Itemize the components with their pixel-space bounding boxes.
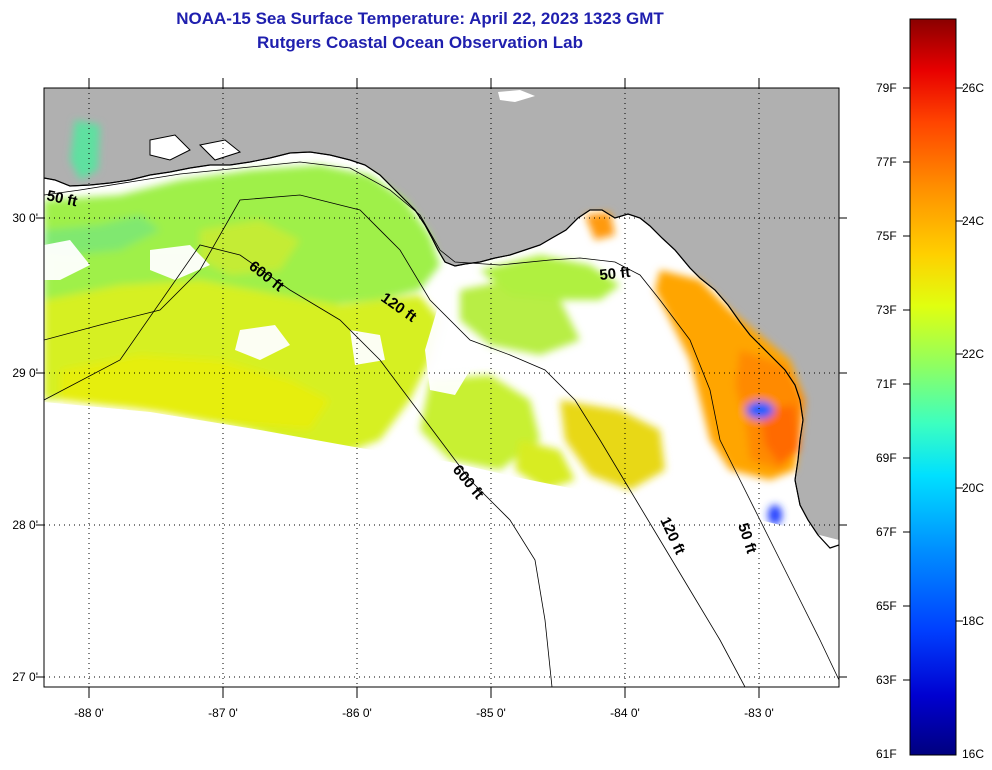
isobath-lines [44,161,839,687]
lon-label-84: -84 0' [610,706,640,720]
lon-label-86: -86 0' [342,706,372,720]
lon-label-87: -87 0' [208,706,238,720]
isobath-label-50ft-east: 50 ft [599,264,631,284]
colorbar-label-18c: 18C [962,614,985,628]
colorbar-label-22c: 22C [962,347,985,361]
lat-label-29: 29 0' [12,366,38,380]
lake [498,90,535,102]
colorbar-label-73f: 73F [876,303,897,317]
colorbar-label-79f: 79F [876,81,897,95]
colorbar-label-69f: 69F [876,451,897,465]
colorbar [909,18,957,756]
map-border [43,87,840,688]
colorbar-label-20c: 20C [962,481,985,495]
bay [149,134,191,161]
no-data-region [44,402,839,687]
colorbar-label-67f: 67F [876,525,897,539]
colorbar-label-61f: 61F [876,747,897,761]
colorbar-label-24c: 24C [962,214,985,228]
map-title: NOAA-15 Sea Surface Temperature: April 2… [176,9,664,28]
colorbar-label-16c: 16C [962,747,985,761]
colorbar-label-63f: 63F [876,673,897,687]
coastline [44,151,839,549]
bay [198,139,242,161]
isobath-label-50ft-west: 50 ft [45,187,79,210]
map-subtitle: Rutgers Coastal Ocean Observation Lab [257,33,583,52]
lat-label-30: 30 0' [12,211,38,225]
colorbar-ticks [903,87,963,681]
sst-data-layer [44,120,805,525]
lon-label-85: -85 0' [476,706,506,720]
colorbar-label-75f: 75F [876,229,897,243]
lat-label-28: 28 0' [12,518,38,532]
colorbar-label-65f: 65F [876,599,897,613]
cloud-gaps [44,240,660,400]
axis-ticks [36,78,847,698]
lon-label-88: -88 0' [74,706,104,720]
lon-label-83: -83 0' [744,706,774,720]
colorbar-label-71f: 71F [876,377,897,391]
lat-label-27: 27 0' [12,670,38,684]
colorbar-label-77f: 77F [876,155,897,169]
colorbar-label-26c: 26C [962,81,985,95]
